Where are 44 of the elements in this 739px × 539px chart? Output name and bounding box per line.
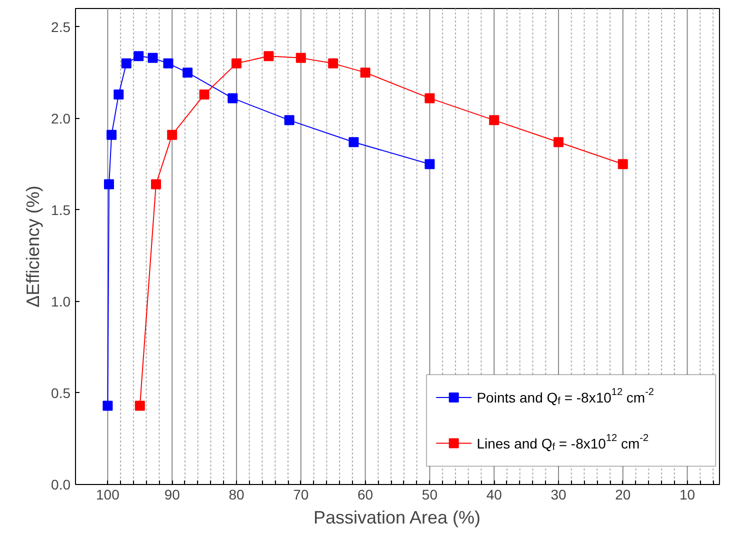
point <box>228 93 238 104</box>
x-axis-title: Passivation Area (%) <box>313 508 481 528</box>
x-tick-label: 100 <box>96 486 120 502</box>
point <box>296 52 306 63</box>
point <box>360 68 370 78</box>
point <box>114 90 124 100</box>
y-tick-label: 0.5 <box>51 384 71 401</box>
point <box>264 51 274 62</box>
point <box>554 137 564 148</box>
point <box>104 179 114 190</box>
x-tick-label: 80 <box>228 486 244 502</box>
point <box>618 159 628 170</box>
point <box>348 137 359 148</box>
x-tick-label: 20 <box>615 486 631 502</box>
point <box>134 51 144 62</box>
x-tick-label: 40 <box>486 486 502 502</box>
y-tick-label: 1.0 <box>51 293 71 310</box>
x-tick-label: 10 <box>680 486 696 502</box>
point <box>134 400 145 411</box>
point <box>148 52 158 63</box>
y-axis-title: ΔEfficiency (%) <box>23 186 44 308</box>
y-tick-label: 2.5 <box>51 18 71 35</box>
point <box>489 115 500 126</box>
point <box>102 400 113 411</box>
point <box>167 130 178 140</box>
y-tick-label: 2.0 <box>51 110 71 126</box>
point <box>106 130 117 140</box>
point <box>151 179 161 190</box>
point <box>424 93 435 104</box>
x-tick-label: 30 <box>550 486 566 502</box>
y-tick-label: 1.5 <box>51 202 71 218</box>
x-tick-label: 70 <box>293 486 309 502</box>
point <box>232 58 242 68</box>
point <box>182 68 193 78</box>
x-tick-label: 60 <box>358 486 374 502</box>
point <box>163 58 174 68</box>
x-tick-label: 50 <box>422 486 438 502</box>
point <box>199 90 210 100</box>
x-tick-label: 90 <box>164 486 180 502</box>
point <box>424 159 435 170</box>
point <box>284 115 294 126</box>
point <box>328 58 338 68</box>
point <box>121 58 132 68</box>
y-tick-label: 0.0 <box>51 476 71 492</box>
